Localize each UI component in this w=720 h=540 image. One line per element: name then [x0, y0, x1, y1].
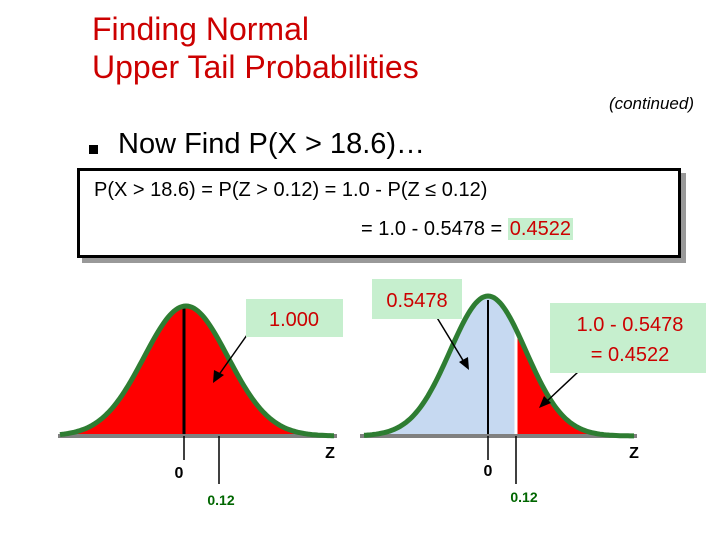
left-zero-label: 0: [175, 465, 184, 482]
right-zero-label: 0: [484, 463, 493, 480]
title-line-2: Upper Tail Probabilities: [92, 49, 419, 85]
continued-label: (continued): [608, 94, 694, 113]
left-callout-box: [246, 299, 343, 337]
left-normal-curve: [59, 303, 334, 439]
right-callout-arrow: [435, 315, 465, 363]
left-arrowhead: [213, 370, 224, 383]
calc-line-2-prefix: = 1.0 - 0.5478 =: [361, 218, 508, 240]
left-normal-chart: 1.000 Z 0 0.12: [58, 299, 343, 508]
right-z-label: 0.12: [510, 489, 537, 505]
bullet-text: Now Find P(X > 18.6)…: [118, 128, 426, 160]
right-callout2-box: [550, 303, 706, 373]
right-normal-curve: [363, 293, 634, 439]
right-callout-box: [372, 279, 462, 319]
left-shaded-area: [60, 306, 334, 436]
title-line-1: Finding Normal: [92, 11, 309, 47]
left-callout-label: 1.000: [269, 309, 319, 331]
calculation-box: P(X > 18.6) = P(Z > 0.12) = 1.0 - P(Z ≤ …: [77, 168, 681, 258]
calc-result-highlight: 0.4522: [507, 218, 573, 240]
right-axis-label: Z: [629, 445, 639, 462]
right-normal-chart: 0.5478 1.0 - 0.5478 = 0.4522 Z 0 0.12: [360, 279, 706, 505]
left-callout-arrow: [217, 334, 248, 377]
right-callout2-line2: = 0.4522: [591, 344, 669, 366]
page-title: Finding Normal Upper Tail Probabilities: [92, 10, 419, 86]
right-arrowhead: [459, 357, 469, 370]
right-callout2-arrowhead: [539, 396, 551, 408]
left-z-label: 0.12: [207, 492, 234, 508]
left-axis-label: Z: [325, 445, 335, 462]
calc-line-1: P(X > 18.6) = P(Z > 0.12) = 1.0 - P(Z ≤ …: [94, 179, 488, 201]
bullet-square-icon: [89, 145, 98, 154]
right-callout2-line1: 1.0 - 0.5478: [577, 314, 684, 336]
right-callout2-arrow: [545, 371, 579, 403]
right-callout-label: 0.5478: [386, 290, 447, 312]
calc-line-2: = 1.0 - 0.5478 = 0.4522: [361, 218, 573, 241]
right-lower-area: [364, 296, 516, 436]
right-upper-tail-area: [516, 329, 634, 436]
